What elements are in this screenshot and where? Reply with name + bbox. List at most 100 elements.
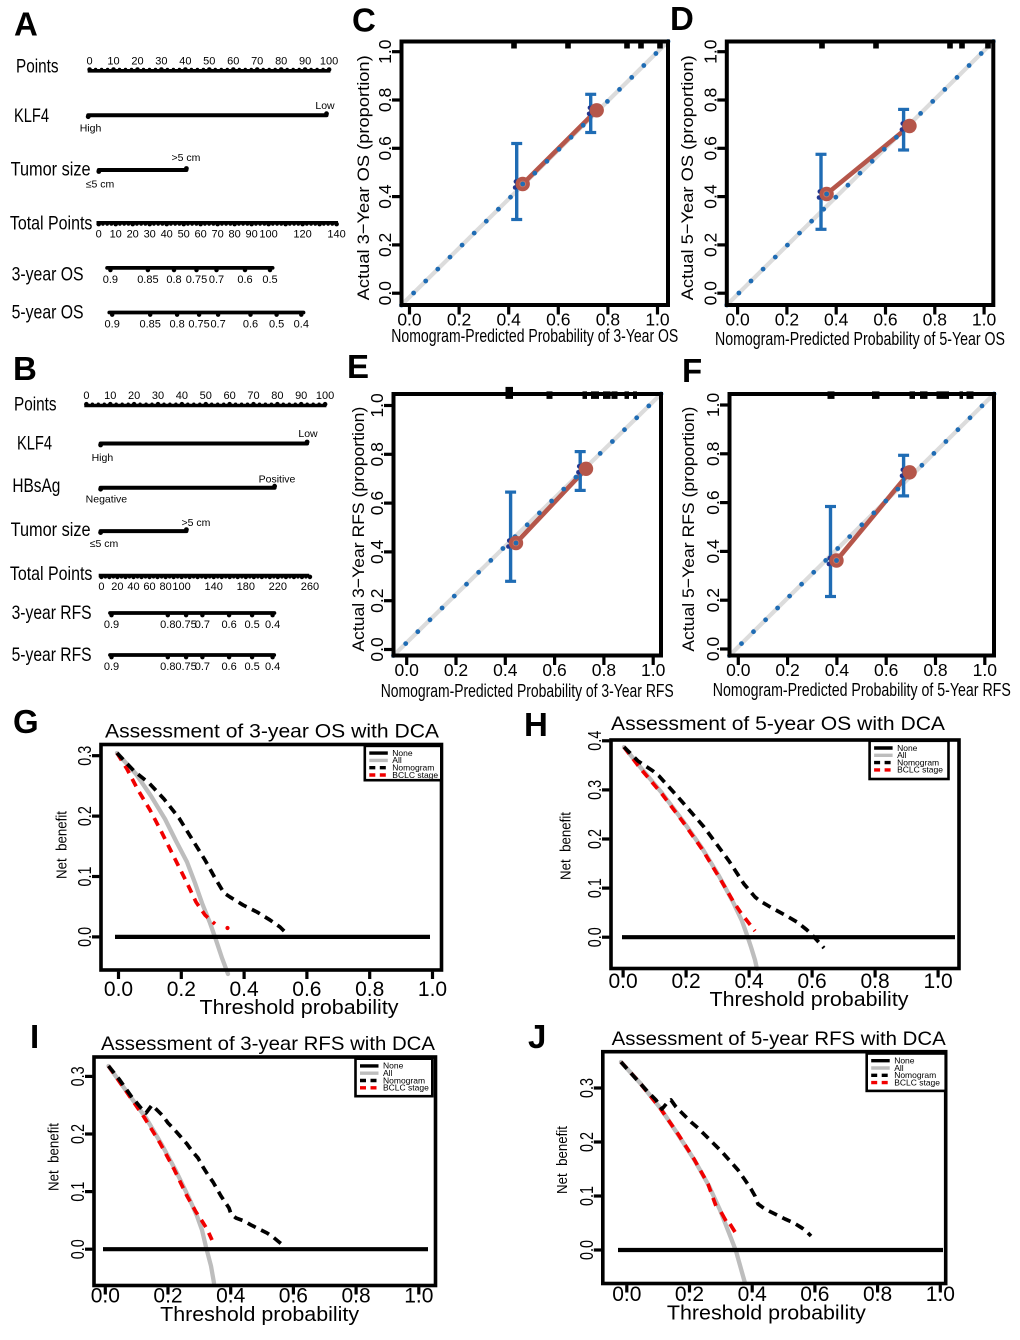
svg-text:0.0: 0.0 [75,927,95,947]
svg-text:0.4: 0.4 [294,319,309,331]
svg-text:0.4: 0.4 [216,1285,246,1308]
svg-text:None: None [897,743,918,753]
svg-text:0.8: 0.8 [863,1283,892,1306]
svg-text:30: 30 [152,390,164,402]
svg-text:80: 80 [275,55,287,67]
svg-text:≤5 cm: ≤5 cm [90,538,119,550]
svg-text:3-year RFS: 3-year RFS [12,602,92,624]
svg-text:0.2: 0.2 [367,589,387,613]
svg-text:180: 180 [237,581,255,593]
svg-text:0.8: 0.8 [166,274,181,286]
svg-text:0.0: 0.0 [725,310,750,330]
svg-text:Net benefit: Net benefit [558,812,574,880]
svg-text:120: 120 [293,228,311,240]
svg-text:Assessment of 5-year OS with D: Assessment of 5-year OS with DCA [611,713,945,735]
svg-text:0.2: 0.2 [375,233,395,257]
svg-text:0.0: 0.0 [585,927,605,947]
svg-text:0.6: 0.6 [546,310,570,330]
svg-text:0.2: 0.2 [577,1132,597,1152]
svg-text:>5 cm: >5 cm [172,152,201,164]
svg-text:Assessment of 3-year OS with D: Assessment of 3-year OS with DCA [105,721,439,743]
svg-text:20: 20 [127,228,139,240]
svg-text:1.0: 1.0 [923,970,952,993]
svg-text:0.0: 0.0 [612,1283,641,1306]
svg-text:0.0: 0.0 [395,660,420,680]
svg-text:100: 100 [259,228,277,240]
svg-text:1.0: 1.0 [973,660,998,680]
svg-text:70: 70 [251,55,263,67]
svg-text:1.0: 1.0 [641,660,666,680]
svg-text:0.2: 0.2 [68,1124,88,1144]
svg-text:0.2: 0.2 [75,806,95,826]
svg-text:High: High [80,123,102,135]
svg-text:0.8: 0.8 [923,310,947,330]
svg-text:0: 0 [98,581,104,593]
svg-text:0.6: 0.6 [700,136,720,160]
svg-text:0.8: 0.8 [703,442,723,466]
svg-text:40: 40 [127,581,139,593]
svg-text:0.3: 0.3 [68,1066,88,1086]
svg-text:KLF4: KLF4 [14,105,49,127]
svg-text:0.6: 0.6 [221,661,236,673]
svg-text:Threshold probability: Threshold probability [160,1304,359,1326]
svg-text:80: 80 [159,581,171,593]
svg-text:260: 260 [301,581,319,593]
svg-text:0.75: 0.75 [186,274,207,286]
svg-text:50: 50 [178,228,190,240]
svg-text:5-year OS: 5-year OS [12,302,84,324]
svg-text:Points: Points [14,394,57,416]
svg-text:0.1: 0.1 [68,1182,88,1202]
svg-text:A: A [14,5,38,42]
svg-text:0.0: 0.0 [367,637,387,662]
svg-text:0.7: 0.7 [209,274,224,286]
svg-text:≤5 cm: ≤5 cm [86,179,115,191]
svg-text:All: All [383,1068,393,1078]
svg-text:0.0: 0.0 [700,281,720,306]
svg-text:0.2: 0.2 [775,660,799,680]
svg-text:I: I [30,1018,39,1055]
svg-text:1.0: 1.0 [926,1283,955,1306]
svg-text:Positive: Positive [259,473,296,485]
svg-text:Actual 5−Year OS (proportion): Actual 5−Year OS (proportion) [678,55,697,300]
svg-text:0.2: 0.2 [775,310,799,330]
svg-text:70: 70 [247,390,259,402]
svg-text:220: 220 [269,581,287,593]
svg-text:0.0: 0.0 [608,970,637,993]
svg-text:60: 60 [227,55,239,67]
svg-text:C: C [352,2,376,39]
svg-text:Total Points: Total Points [10,563,93,585]
svg-text:0.6: 0.6 [367,491,387,515]
svg-text:1.0: 1.0 [418,978,447,1001]
svg-text:0.85: 0.85 [139,319,160,331]
svg-text:0.0: 0.0 [397,310,422,330]
svg-text:0.3: 0.3 [585,780,605,800]
svg-text:BCLC stage: BCLC stage [392,770,438,780]
svg-text:0.4: 0.4 [493,660,518,680]
svg-text:0.8: 0.8 [860,970,889,993]
svg-text:Nomogram: Nomogram [897,757,939,767]
svg-text:0.6: 0.6 [292,978,321,1001]
svg-text:5-year RFS: 5-year RFS [12,644,92,666]
svg-text:0: 0 [96,228,102,240]
svg-text:0.9: 0.9 [103,274,118,286]
svg-text:0.6: 0.6 [797,970,826,993]
svg-text:60: 60 [194,228,206,240]
svg-text:Points: Points [16,56,59,78]
svg-text:0.6: 0.6 [874,660,898,680]
svg-text:0.8: 0.8 [596,310,620,330]
svg-text:20: 20 [111,581,123,593]
svg-text:10: 10 [104,390,116,402]
svg-text:50: 50 [200,390,212,402]
svg-text:0.6: 0.6 [279,1285,308,1308]
svg-text:30: 30 [144,228,156,240]
svg-text:0.1: 0.1 [577,1186,597,1206]
svg-text:0.5: 0.5 [244,661,259,673]
svg-text:20: 20 [128,390,140,402]
svg-text:Assessment of 5-year RFS with: Assessment of 5-year RFS with DCA [612,1028,946,1050]
svg-text:None: None [894,1056,915,1066]
svg-text:>5 cm: >5 cm [182,517,211,529]
svg-text:Negative: Negative [86,494,128,506]
svg-text:BCLC stage: BCLC stage [897,765,943,775]
svg-text:0.7: 0.7 [195,619,210,631]
svg-text:1.0: 1.0 [972,310,997,330]
